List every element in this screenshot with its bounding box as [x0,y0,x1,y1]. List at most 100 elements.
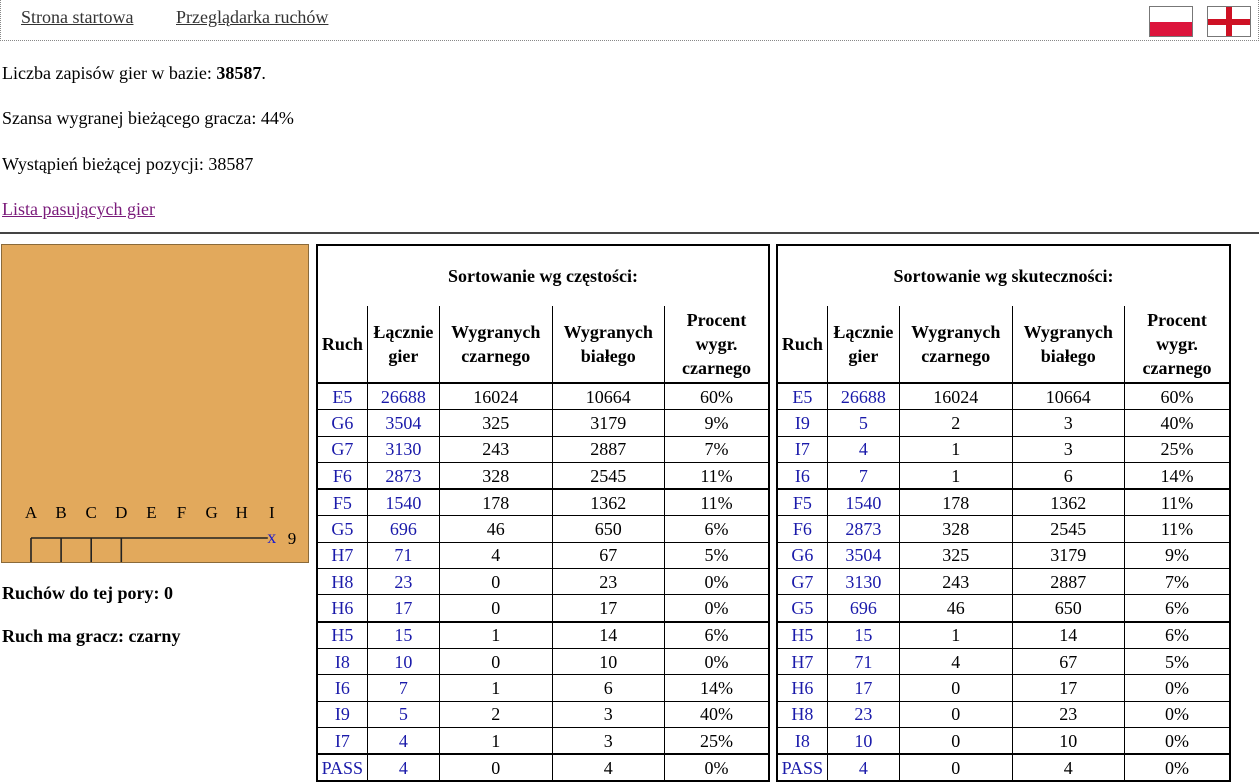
total-games-link[interactable]: 7 [858,465,868,486]
black-wins-cell: 0 [899,700,1013,728]
total-games-link[interactable]: 696 [389,519,417,540]
move-link[interactable]: G5 [331,519,354,540]
black-win-percent-cell: 0% [664,568,770,596]
move-link[interactable]: F6 [332,465,352,486]
white-wins-cell: 10 [551,647,666,676]
move-link[interactable]: PASS [321,757,364,778]
black-wins-cell: 46 [439,515,553,543]
total-games-link[interactable]: 3504 [385,412,422,433]
white-wins-cell: 4 [551,753,666,782]
go-board[interactable]: ABCDEFGHI987654321xxxxxxxxxxxxxx [1,244,309,563]
black-win-percent-cell: 0% [664,753,770,782]
black-wins-cell: 325 [439,409,553,437]
move-cell: H5 [316,620,368,649]
move-link[interactable]: I7 [334,730,350,751]
move-link[interactable]: H7 [791,651,814,672]
move-link[interactable]: F5 [332,492,352,513]
games-count-value: 38587 [216,63,262,83]
total-games-link[interactable]: 71 [394,545,413,566]
move-link[interactable]: I9 [794,412,810,433]
total-games-link[interactable]: 696 [849,598,877,619]
move-link[interactable]: I7 [794,439,810,460]
move-cell: I8 [776,726,828,755]
total-games-link[interactable]: 26688 [840,386,886,407]
total-games-link[interactable]: 23 [854,704,873,725]
table-row: I9 5 2 3 40% [776,409,1231,437]
total-games-link[interactable]: 3504 [845,545,882,566]
total-games-link[interactable]: 26688 [380,386,426,407]
total-games-link[interactable]: 1540 [385,492,422,513]
move-link[interactable]: F6 [792,519,812,540]
move-link[interactable]: I6 [334,677,350,698]
move-link[interactable]: H6 [791,677,814,698]
move-link[interactable]: H6 [331,598,354,619]
black-win-percent-cell: 11% [1124,488,1231,517]
move-link[interactable]: I8 [794,730,810,751]
total-games-link[interactable]: 5 [858,412,868,433]
move-link[interactable]: H8 [331,571,354,592]
move-cell: E5 [316,382,368,411]
move-link[interactable]: H5 [791,625,814,646]
move-cell: H6 [316,594,368,623]
move-link[interactable]: H7 [331,545,354,566]
total-games-link[interactable]: 17 [394,598,413,619]
total-games-cell: 4 [826,753,901,782]
move-link[interactable]: G6 [791,545,814,566]
total-games-link[interactable]: 4 [398,757,408,778]
matching-games-link[interactable]: Lista pasujących gier [2,199,155,219]
board-move-mark[interactable]: x [267,557,276,562]
move-link[interactable]: PASS [781,757,824,778]
move-link[interactable]: G7 [331,439,354,460]
total-games-link[interactable]: 3130 [385,439,422,460]
move-link[interactable]: G7 [791,571,814,592]
total-games-cell: 10 [826,726,901,755]
total-games-cell: 3130 [826,568,901,596]
move-link[interactable]: I9 [334,704,350,725]
board-column-label: A [25,503,38,522]
table-row: PASS 4 0 4 0% [776,753,1231,782]
move-link[interactable]: I8 [334,651,350,672]
total-games-link[interactable]: 4 [398,730,408,751]
total-games-link[interactable]: 2873 [385,465,422,486]
total-games-link[interactable]: 4 [858,757,868,778]
board-svg[interactable]: ABCDEFGHI987654321xxxxxxxxxxxxxx [2,245,308,562]
total-games-link[interactable]: 2873 [845,519,882,540]
col-header-white-wins: Wygranych białego [551,306,666,384]
board-move-mark[interactable]: x [237,557,246,562]
move-browser-link[interactable]: Przeglądarka ruchów [176,7,329,27]
polish-flag-icon[interactable] [1149,6,1193,37]
move-link[interactable]: G6 [331,412,354,433]
total-games-link[interactable]: 15 [854,625,873,646]
total-games-link[interactable]: 1540 [845,492,882,513]
total-games-link[interactable]: 5 [398,704,408,725]
total-games-cell: 3504 [826,541,901,570]
move-link[interactable]: E5 [332,386,353,407]
move-link[interactable]: H5 [331,625,354,646]
move-cell: I9 [316,700,368,728]
frequency-table-title: Sortowanie wg częstości: [316,244,770,306]
total-games-cell: 26688 [826,382,901,411]
total-games-link[interactable]: 7 [398,677,408,698]
total-games-cell: 1540 [366,488,441,517]
board-move-mark[interactable]: x [267,527,276,547]
move-link[interactable]: I6 [794,465,810,486]
black-win-percent-cell: 25% [1124,435,1231,463]
total-games-link[interactable]: 10 [394,651,413,672]
total-games-link[interactable]: 15 [394,625,413,646]
total-games-link[interactable]: 17 [854,677,873,698]
total-games-link[interactable]: 10 [854,730,873,751]
white-wins-cell: 3 [1011,435,1126,463]
black-wins-cell: 0 [899,674,1013,702]
english-flag-icon[interactable] [1207,6,1251,37]
move-link[interactable]: H8 [791,704,814,725]
total-games-link[interactable]: 4 [858,439,868,460]
home-link[interactable]: Strona startowa [21,7,134,27]
table-row: G6 3504 325 3179 9% [316,409,770,437]
move-link[interactable]: F5 [792,492,812,513]
move-link[interactable]: E5 [792,386,813,407]
move-cell: F6 [316,461,368,490]
total-games-link[interactable]: 23 [394,571,413,592]
total-games-link[interactable]: 71 [854,651,873,672]
total-games-link[interactable]: 3130 [845,571,882,592]
move-link[interactable]: G5 [791,598,814,619]
